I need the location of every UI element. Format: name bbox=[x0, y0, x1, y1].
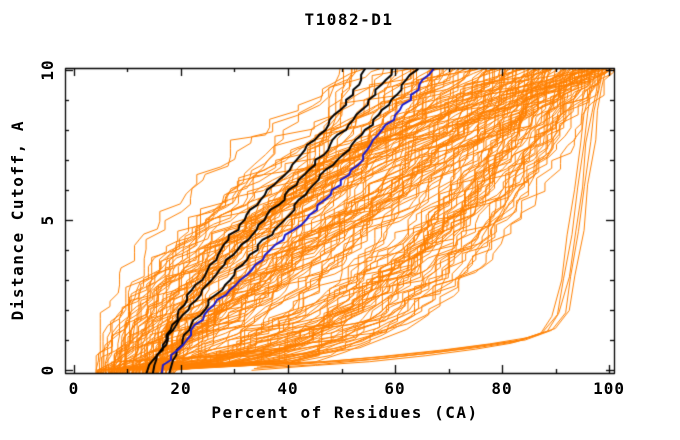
x-tick-label: 80 bbox=[491, 379, 513, 398]
y-axis-label-wrap: Distance Cutoff, A bbox=[4, 68, 30, 373]
x-tick-label: 60 bbox=[384, 379, 406, 398]
x-tick-label: 100 bbox=[593, 379, 625, 398]
y-tick-label: 10 bbox=[38, 59, 57, 81]
chart-title: T1082-D1 bbox=[304, 10, 394, 29]
y-tick-label: 0 bbox=[38, 364, 57, 376]
y-tick-label: 5 bbox=[38, 214, 57, 226]
x-tick-label: 20 bbox=[170, 379, 192, 398]
x-tick-label: 40 bbox=[277, 379, 299, 398]
x-tick-label: 0 bbox=[68, 379, 80, 398]
y-axis-label: Distance Cutoff, A bbox=[7, 120, 27, 321]
x-axis-label: Percent of Residues (CA) bbox=[211, 403, 479, 422]
